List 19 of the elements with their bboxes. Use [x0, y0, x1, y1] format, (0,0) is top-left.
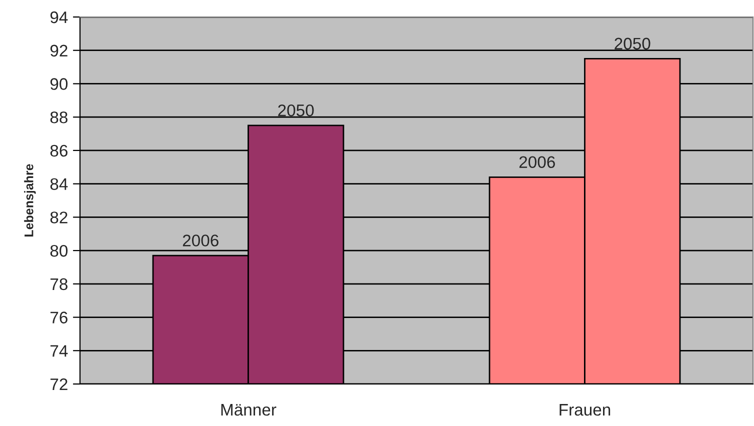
x-tick-label: Männer: [221, 404, 276, 416]
y-tick-label: 74: [50, 345, 68, 357]
series-label: 2050: [278, 104, 314, 116]
y-tick-label: 94: [50, 11, 68, 24]
y-tick-label: 92: [50, 44, 68, 57]
text: 2006: [182, 234, 218, 246]
y-tick-label: 72: [50, 378, 68, 390]
y-tick-label: 80: [50, 244, 68, 257]
y-tick-label: 90: [50, 78, 68, 90]
series-label: 2006: [519, 156, 555, 168]
y-tick-label: 88: [50, 111, 68, 124]
y-tick-label: 84: [50, 178, 68, 190]
y-axis-title: Lebensjahre: [24, 164, 36, 236]
y-tick-label: 86: [50, 144, 68, 157]
x-tick-label: Frauen: [560, 404, 610, 416]
text: 2050: [614, 38, 650, 50]
y-tick-label: 82: [50, 212, 68, 224]
y-tick-label: 76: [50, 312, 68, 324]
y-tick-label: 78: [50, 278, 68, 290]
